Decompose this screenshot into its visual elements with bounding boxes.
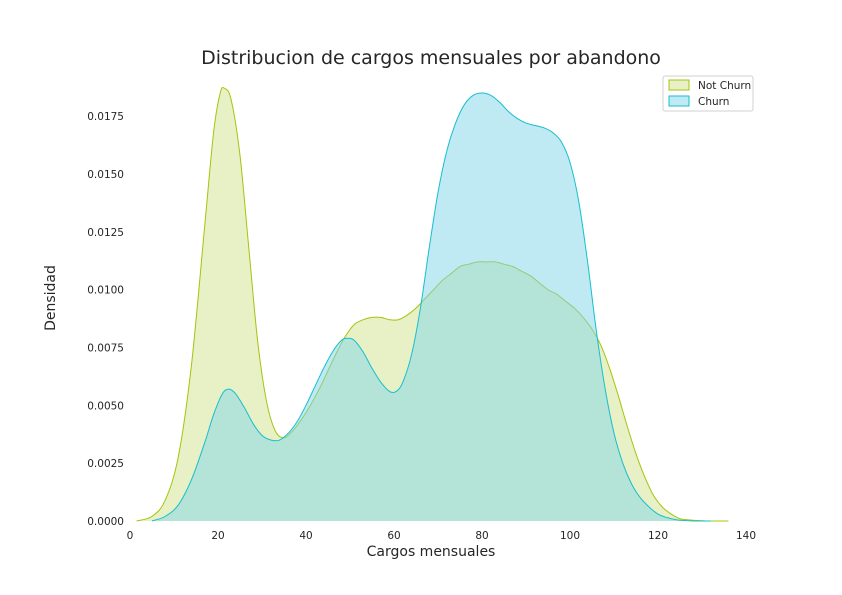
y-tick-label: 0.0150: [87, 169, 124, 181]
legend-swatch-not-churn: [668, 79, 690, 91]
x-tick-label: 140: [736, 530, 756, 542]
legend-swatch-churn: [668, 95, 690, 107]
y-axis-title: Densidad: [43, 265, 59, 331]
y-tick-label: 0.0075: [87, 342, 124, 354]
legend-label-churn: Churn: [698, 96, 729, 108]
y-tick-label: 0.0050: [87, 400, 124, 412]
y-tick-label: 0.0125: [87, 227, 124, 239]
density-line-churn: [151, 92, 711, 522]
x-tick-label: 40: [299, 530, 312, 542]
x-tick-labels: 0 20 40 60 80 100 120 140: [127, 530, 756, 542]
y-tick-label: 0.0175: [87, 111, 124, 123]
x-axis-title: Cargos mensuales: [367, 544, 496, 560]
x-tick-label: 80: [475, 530, 488, 542]
density-areas: [136, 86, 729, 522]
y-tick-label: 0.0000: [87, 516, 124, 528]
legend-label-not-churn: Not Churn: [698, 80, 751, 92]
chart-title: Distribucion de cargos mensuales por aba…: [201, 47, 661, 69]
x-tick-label: 0: [127, 530, 134, 542]
y-tick-label: 0.0100: [87, 285, 124, 297]
density-fill-churn: [152, 93, 711, 522]
y-tick-labels: 0.0000 0.0025 0.0050 0.0075 0.0100 0.0125 0.01…: [87, 111, 124, 528]
x-tick-label: 60: [387, 530, 400, 542]
legend: Not Churn Churn: [662, 75, 754, 112]
x-tick-label: 20: [211, 530, 224, 542]
x-tick-label: 100: [560, 530, 580, 542]
x-tick-label: 120: [648, 530, 668, 542]
y-tick-label: 0.0025: [87, 458, 124, 470]
